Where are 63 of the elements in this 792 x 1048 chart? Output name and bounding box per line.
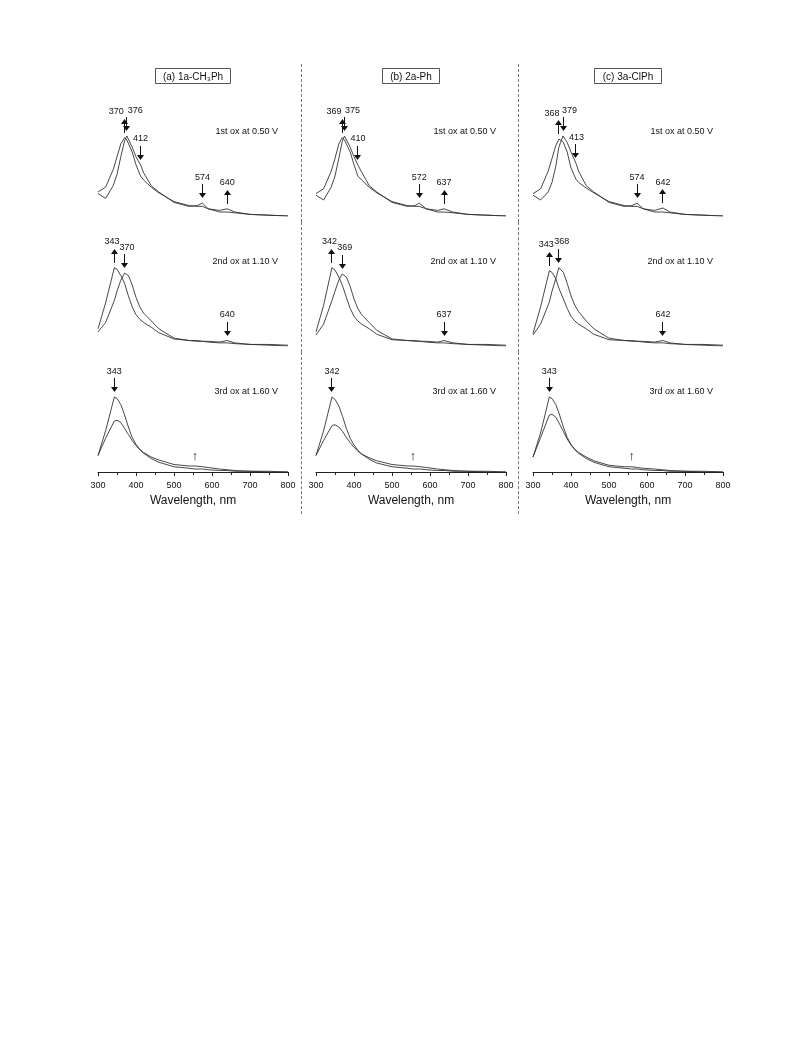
text: 3rd ox at 1.60 V [214,385,279,396]
annotation: 369 [326,106,342,117]
chart-title: (b) 2a-Ph [390,70,432,82]
x-tick-label: 400 [128,479,144,490]
text: 2nd ox at 1.10 V [212,255,279,266]
annotation: 574 [629,171,645,182]
annotation: 342 [324,365,340,376]
x-tick-label: 800 [498,479,514,490]
annotation: 574 [194,171,211,182]
x-tick-label: 500 [601,479,617,490]
annotation: ↑ [191,448,199,463]
annotation: ↑ [409,448,417,463]
annotation: 369 [337,242,353,253]
x-tick-label: 600 [639,479,655,490]
text: 1st ox at 0.50 V [215,125,279,136]
text: 3rd ox at 1.60 V [432,385,497,396]
annotation: 413 [568,131,584,142]
annotation: 375 [345,104,361,115]
text: 3rd ox at 1.60 V [649,385,714,396]
x-tick-label: 500 [384,479,400,490]
x-axis-title: Wavelength, nm [584,493,672,507]
annotation: 342 [322,236,338,247]
x-tick-label: 700 [677,479,693,490]
annotation: 642 [655,309,671,320]
annotation: 410 [350,133,366,144]
x-tick-label: 600 [422,479,438,490]
chart-title: (a) 1a-CH₃Ph [162,70,224,82]
x-axis-title: Wavelength, nm [367,493,455,507]
annotation: 572 [411,171,427,182]
annotation: 640 [219,309,235,320]
x-tick-label: 400 [563,479,579,490]
text: 2nd ox at 1.10 V [647,255,714,266]
x-tick-label: 700 [242,479,258,490]
chart-title: (c) 3a-ClPh [602,70,654,82]
x-tick-label: 700 [460,479,476,490]
annotation: 343 [104,236,120,247]
x-tick-label: 500 [166,479,182,490]
annotation: 379 [561,104,577,115]
text: 1st ox at 0.50 V [650,125,714,136]
x-tick-label: 600 [204,479,220,490]
annotation: 642 [655,176,671,187]
annotation: 637 [436,309,452,320]
text: 2nd ox at 1.10 V [430,255,497,266]
annotation: 376 [127,104,143,115]
annotation: 370 [119,241,135,252]
annotation: 640 [219,177,235,188]
annotation: 343 [538,239,554,250]
annotation: 343 [106,365,122,376]
x-tick-label: 800 [715,479,731,490]
annotation: 343 [541,365,557,376]
x-tick-label: 300 [90,479,106,490]
annotation: 637 [436,177,452,188]
x-tick-label: 400 [346,479,362,490]
annotation: 368 [544,107,560,118]
annotation: 368 [554,236,570,247]
annotation: 370 [108,106,124,117]
annotation: ↑ [628,448,636,463]
x-tick-label: 300 [308,479,324,490]
x-tick-label: 300 [525,479,541,490]
x-tick-label: 800 [280,479,296,490]
annotation: 412 [133,133,149,144]
text: 1st ox at 0.50 V [433,125,497,136]
x-axis-title: Wavelength, nm [149,493,237,507]
